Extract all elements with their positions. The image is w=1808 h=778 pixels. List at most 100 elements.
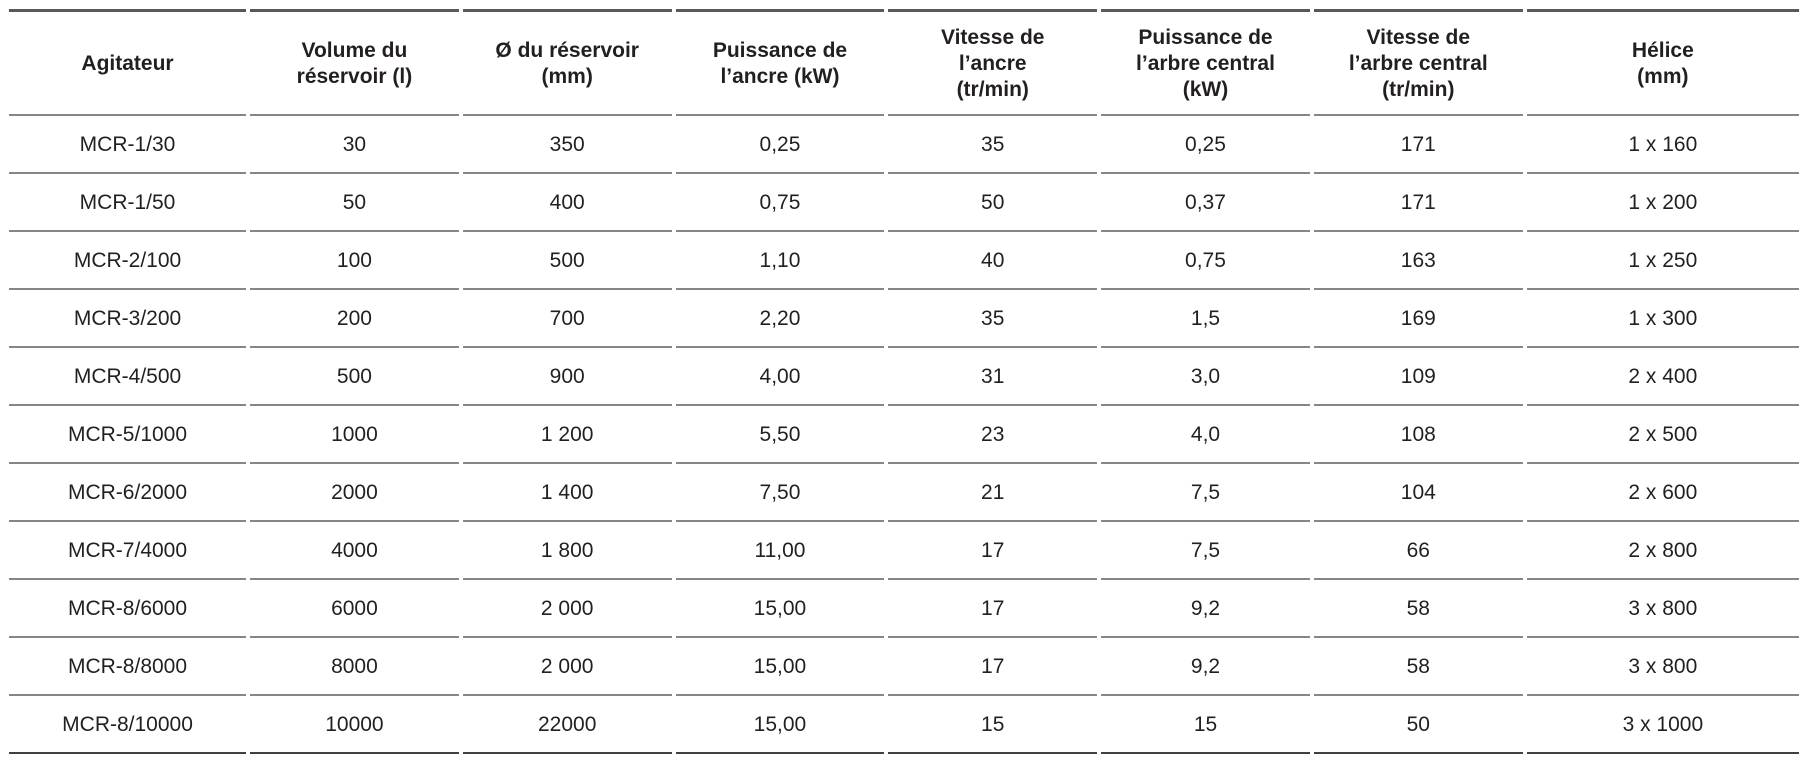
agitator-model-cell: MCR-6/2000 (9, 464, 247, 522)
table-body: MCR-1/30 30 350 0,25 35 0,25 171 1 x 160 MCR-1/5… (9, 116, 1799, 754)
column-header: Puissance de l’arbre central (kW) (1101, 9, 1310, 116)
table-row: MCR-7/4000 4000 1 800 11,00 17 7,5 66 2 x 800 (9, 522, 1799, 580)
header-row: Agitateur Volume du réservoir (l) Ø du rés… (9, 9, 1799, 116)
table-cell: 15,00 (675, 696, 885, 754)
column-header: Hélice (mm) (1526, 9, 1799, 116)
table-row: MCR-1/30 30 350 0,25 35 0,25 171 1 x 160 (9, 116, 1799, 174)
table-cell: 35 (888, 290, 1098, 348)
table-cell: 0,37 (1101, 174, 1310, 232)
agitator-model-cell: MCR-8/8000 (9, 638, 247, 696)
agitator-model-cell: MCR-4/500 (9, 348, 247, 406)
table-cell: 4000 (250, 522, 459, 580)
table-cell: 15 (888, 696, 1098, 754)
table-cell: 171 (1313, 116, 1523, 174)
column-header: Volume du réservoir (l) (250, 9, 459, 116)
table-cell: 3,0 (1101, 348, 1310, 406)
table-row: MCR-4/500 500 900 4,00 31 3,0 109 2 x 400 (9, 348, 1799, 406)
table-cell: 2 x 500 (1526, 406, 1799, 464)
table-cell: 2,20 (675, 290, 885, 348)
table-cell: 1 400 (462, 464, 672, 522)
table-cell: 58 (1313, 638, 1523, 696)
table-cell: 4,0 (1101, 406, 1310, 464)
table-cell: 100 (250, 232, 459, 290)
table-cell: 1000 (250, 406, 459, 464)
agitator-model-cell: MCR-1/50 (9, 174, 247, 232)
table-cell: 1 800 (462, 522, 672, 580)
table-cell: 7,50 (675, 464, 885, 522)
table-cell: 400 (462, 174, 672, 232)
table-cell: 109 (1313, 348, 1523, 406)
table-row: MCR-5/1000 1000 1 200 5,50 23 4,0 108 2 x 500 (9, 406, 1799, 464)
agitator-model-cell: MCR-2/100 (9, 232, 247, 290)
table-cell: 17 (888, 638, 1098, 696)
column-header: Puissance de l’ancre (kW) (675, 9, 885, 116)
table-cell: 23 (888, 406, 1098, 464)
table-cell: 3 x 800 (1526, 638, 1799, 696)
table-row: MCR-2/100 100 500 1,10 40 0,75 163 1 x 250 (9, 232, 1799, 290)
table-cell: 2 x 600 (1526, 464, 1799, 522)
table-cell: 163 (1313, 232, 1523, 290)
table-cell: 30 (250, 116, 459, 174)
table-cell: 8000 (250, 638, 459, 696)
table-cell: 40 (888, 232, 1098, 290)
table-cell: 1 200 (462, 406, 672, 464)
table-cell: 66 (1313, 522, 1523, 580)
table-cell: 2000 (250, 464, 459, 522)
table-cell: 10000 (250, 696, 459, 754)
table-cell: 58 (1313, 580, 1523, 638)
table-cell: 5,50 (675, 406, 885, 464)
table-cell: 50 (250, 174, 459, 232)
agitator-model-cell: MCR-1/30 (9, 116, 247, 174)
table-cell: 108 (1313, 406, 1523, 464)
agitator-model-cell: MCR-8/10000 (9, 696, 247, 754)
table-cell: 3 x 1000 (1526, 696, 1799, 754)
table-cell: 50 (888, 174, 1098, 232)
table-cell: 900 (462, 348, 672, 406)
table-cell: 171 (1313, 174, 1523, 232)
table-cell: 9,2 (1101, 638, 1310, 696)
table-row: MCR-8/8000 8000 2 000 15,00 17 9,2 58 3 x 800 (9, 638, 1799, 696)
table-cell: 15,00 (675, 580, 885, 638)
table-cell: 2 000 (462, 580, 672, 638)
agitator-model-cell: MCR-8/6000 (9, 580, 247, 638)
table-cell: 3 x 800 (1526, 580, 1799, 638)
table-cell: 500 (250, 348, 459, 406)
column-header: Vitesse de l’ancre (tr/min) (888, 9, 1098, 116)
table-row: MCR-8/10000 10000 22000 15,00 15 15 50 3 x 1000 (9, 696, 1799, 754)
table-cell: 2 x 400 (1526, 348, 1799, 406)
table-cell: 50 (1313, 696, 1523, 754)
table-cell: 2 000 (462, 638, 672, 696)
table-row: MCR-3/200 200 700 2,20 35 1,5 169 1 x 300 (9, 290, 1799, 348)
agitator-model-cell: MCR-3/200 (9, 290, 247, 348)
table-row: MCR-1/50 50 400 0,75 50 0,37 171 1 x 200 (9, 174, 1799, 232)
table-cell: 17 (888, 522, 1098, 580)
table-cell: 21 (888, 464, 1098, 522)
table-cell: 0,25 (675, 116, 885, 174)
column-header: Agitateur (9, 9, 247, 116)
table-cell: 31 (888, 348, 1098, 406)
column-header: Vitesse de l’arbre central (tr/min) (1313, 9, 1523, 116)
table-cell: 7,5 (1101, 522, 1310, 580)
table-cell: 200 (250, 290, 459, 348)
table-cell: 1,10 (675, 232, 885, 290)
table-cell: 0,25 (1101, 116, 1310, 174)
table-cell: 2 x 800 (1526, 522, 1799, 580)
table-cell: 1 x 300 (1526, 290, 1799, 348)
table-cell: 1,5 (1101, 290, 1310, 348)
table-header: Agitateur Volume du réservoir (l) Ø du rés… (9, 9, 1799, 116)
table-cell: 1 x 250 (1526, 232, 1799, 290)
table-cell: 7,5 (1101, 464, 1310, 522)
table-cell: 0,75 (1101, 232, 1310, 290)
table-cell: 6000 (250, 580, 459, 638)
table-cell: 11,00 (675, 522, 885, 580)
table-cell: 17 (888, 580, 1098, 638)
agitator-model-cell: MCR-7/4000 (9, 522, 247, 580)
table-cell: 22000 (462, 696, 672, 754)
table-row: MCR-8/6000 6000 2 000 15,00 17 9,2 58 3 x 800 (9, 580, 1799, 638)
table-cell: 15,00 (675, 638, 885, 696)
agitator-model-cell: MCR-5/1000 (9, 406, 247, 464)
table-cell: 700 (462, 290, 672, 348)
column-header: Ø du réservoir (mm) (462, 9, 672, 116)
table-cell: 500 (462, 232, 672, 290)
table-cell: 4,00 (675, 348, 885, 406)
